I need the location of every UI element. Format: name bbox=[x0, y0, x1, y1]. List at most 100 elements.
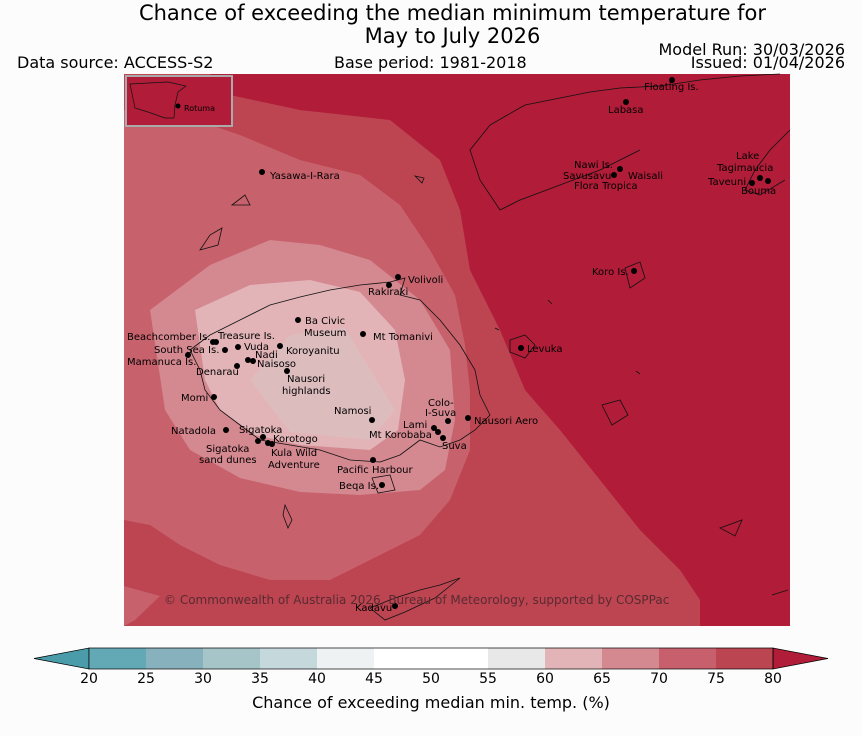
colorbar-tick-label: 80 bbox=[764, 671, 782, 687]
place-dot bbox=[518, 345, 524, 351]
colorbar-tick-label: 75 bbox=[707, 671, 725, 687]
title-line-1: Chance of exceeding the median minimum t… bbox=[138, 1, 767, 25]
label-beachcomber: Beachcomber Is. bbox=[127, 332, 210, 343]
place-dot bbox=[234, 363, 240, 369]
colorbar-segment bbox=[545, 648, 603, 669]
colorbar-tick-label: 30 bbox=[194, 671, 212, 687]
colorbar-segment bbox=[602, 648, 660, 669]
colorbar-segment bbox=[146, 648, 204, 669]
label-yasawa: Yasawa-I-Rara bbox=[269, 171, 340, 182]
place-dot bbox=[255, 438, 261, 444]
place-dot bbox=[295, 317, 301, 323]
place-dot bbox=[185, 352, 191, 358]
vanua-levu-coast bbox=[469, 73, 781, 211]
colorbar-tick-label: 50 bbox=[422, 671, 440, 687]
label-koro: Koro Is. bbox=[592, 267, 629, 278]
label-treasure: Treasure Is. bbox=[217, 331, 275, 342]
place-dot bbox=[360, 331, 366, 337]
place-dot bbox=[277, 343, 283, 349]
label-flora: Flora Tropica bbox=[574, 181, 637, 192]
label-colo-2: I-Suva bbox=[425, 408, 456, 419]
colorbar-segment bbox=[488, 648, 546, 669]
place-dot bbox=[211, 394, 217, 400]
colorbar bbox=[33, 647, 829, 670]
place-dot bbox=[765, 178, 771, 184]
label-sigatoka-dunes-1: Sigatoka bbox=[206, 444, 249, 455]
kadavu-coast bbox=[369, 577, 461, 621]
place-dot bbox=[431, 425, 437, 431]
place-dot bbox=[386, 282, 392, 288]
label-museum: Museum bbox=[304, 328, 346, 339]
label-savusavu: Savusavu bbox=[563, 171, 611, 182]
title-line-2: May to July 2026 bbox=[364, 24, 541, 48]
colorbar-over-arrow bbox=[772, 647, 829, 670]
label-rakiraki: Rakiraki bbox=[368, 287, 408, 298]
label-bouma: Bouma bbox=[741, 186, 776, 197]
place-dot bbox=[435, 429, 441, 435]
label-lake: Lake bbox=[736, 151, 759, 162]
label-koroyanitu: Koroyanitu bbox=[286, 346, 340, 357]
place-dot bbox=[749, 180, 755, 186]
data-source: Data source: ACCESS-S2 bbox=[17, 53, 214, 72]
colorbar-segment bbox=[89, 648, 147, 669]
inset-rotuma: Rotuma bbox=[125, 75, 233, 127]
colorbar-tick-label: 55 bbox=[479, 671, 497, 687]
label-tagimaucia: Tagimaucia bbox=[716, 163, 773, 174]
colorbar-segment bbox=[317, 648, 375, 669]
label-labasa: Labasa bbox=[608, 105, 644, 116]
place-dot bbox=[392, 603, 398, 609]
label-ba-civic: Ba Civic bbox=[305, 316, 345, 327]
place-dot bbox=[757, 175, 763, 181]
label-beqa: Beqa Is. bbox=[339, 481, 379, 492]
place-dot bbox=[269, 441, 275, 447]
label-naisoso: Naisoso bbox=[257, 359, 296, 370]
place-dot bbox=[631, 268, 637, 274]
label-suva: Suva bbox=[442, 441, 467, 452]
colorbar-segment bbox=[716, 648, 774, 669]
colorbar-tick-label: 60 bbox=[536, 671, 554, 687]
colorbar-segment bbox=[260, 648, 318, 669]
base-period: Base period: 1981-2018 bbox=[334, 53, 527, 72]
label-volivoli: Volivoli bbox=[408, 275, 443, 286]
label-taveuni: Taveuni bbox=[707, 177, 746, 188]
place-dot bbox=[250, 358, 256, 364]
place-dot bbox=[370, 457, 376, 463]
map-title: Chance of exceeding the median minimum t… bbox=[0, 2, 862, 48]
place-dot bbox=[222, 347, 228, 353]
label-nausori-aero: Nausori Aero bbox=[474, 416, 538, 427]
label-namosi: Namosi bbox=[334, 406, 371, 417]
place-dot bbox=[465, 415, 471, 421]
label-lami: Lami bbox=[403, 420, 427, 431]
colorbar-segment bbox=[659, 648, 717, 669]
label-mt-korobaba: Mt Korobaba bbox=[369, 430, 432, 441]
place-dot bbox=[379, 482, 385, 488]
label-nausori-highlands-1: Nausori bbox=[287, 374, 325, 385]
inset-label: Rotuma bbox=[184, 104, 215, 113]
label-waisali: Waisali bbox=[628, 171, 663, 182]
place-dot bbox=[213, 339, 219, 345]
label-kadavu: Kadavu bbox=[355, 603, 392, 614]
copyright-notice: © Commonwealth of Australia 2026, Bureau… bbox=[164, 593, 669, 607]
place-dot bbox=[259, 169, 265, 175]
label-mt-tomanivi: Mt Tomanivi bbox=[373, 332, 433, 343]
colorbar-tick-label: 70 bbox=[650, 671, 668, 687]
place-dot bbox=[445, 418, 451, 424]
label-nawi: Nawi Is. bbox=[574, 160, 613, 171]
label-korotogo: Korotogo bbox=[273, 434, 318, 445]
label-mamanuca: Mamanuca Is. bbox=[127, 357, 196, 368]
place-dot bbox=[440, 435, 446, 441]
colorbar-segment bbox=[203, 648, 261, 669]
probability-field bbox=[124, 74, 790, 626]
label-nausori-highlands-2: highlands bbox=[282, 386, 331, 397]
colorbar-tick-label: 25 bbox=[137, 671, 155, 687]
place-markers bbox=[185, 77, 771, 609]
label-vuda: Vuda bbox=[244, 342, 269, 353]
colorbar-label: Chance of exceeding median min. temp. (%… bbox=[252, 693, 610, 712]
place-dot bbox=[669, 77, 675, 83]
label-levuka: Levuka bbox=[527, 344, 563, 355]
place-dot bbox=[617, 166, 623, 172]
place-dot bbox=[611, 172, 617, 178]
label-pacific-harbour: Pacific Harbour bbox=[337, 465, 414, 476]
label-kula-1: Kula Wild bbox=[271, 448, 317, 459]
label-denarau: Denarau bbox=[196, 367, 239, 378]
